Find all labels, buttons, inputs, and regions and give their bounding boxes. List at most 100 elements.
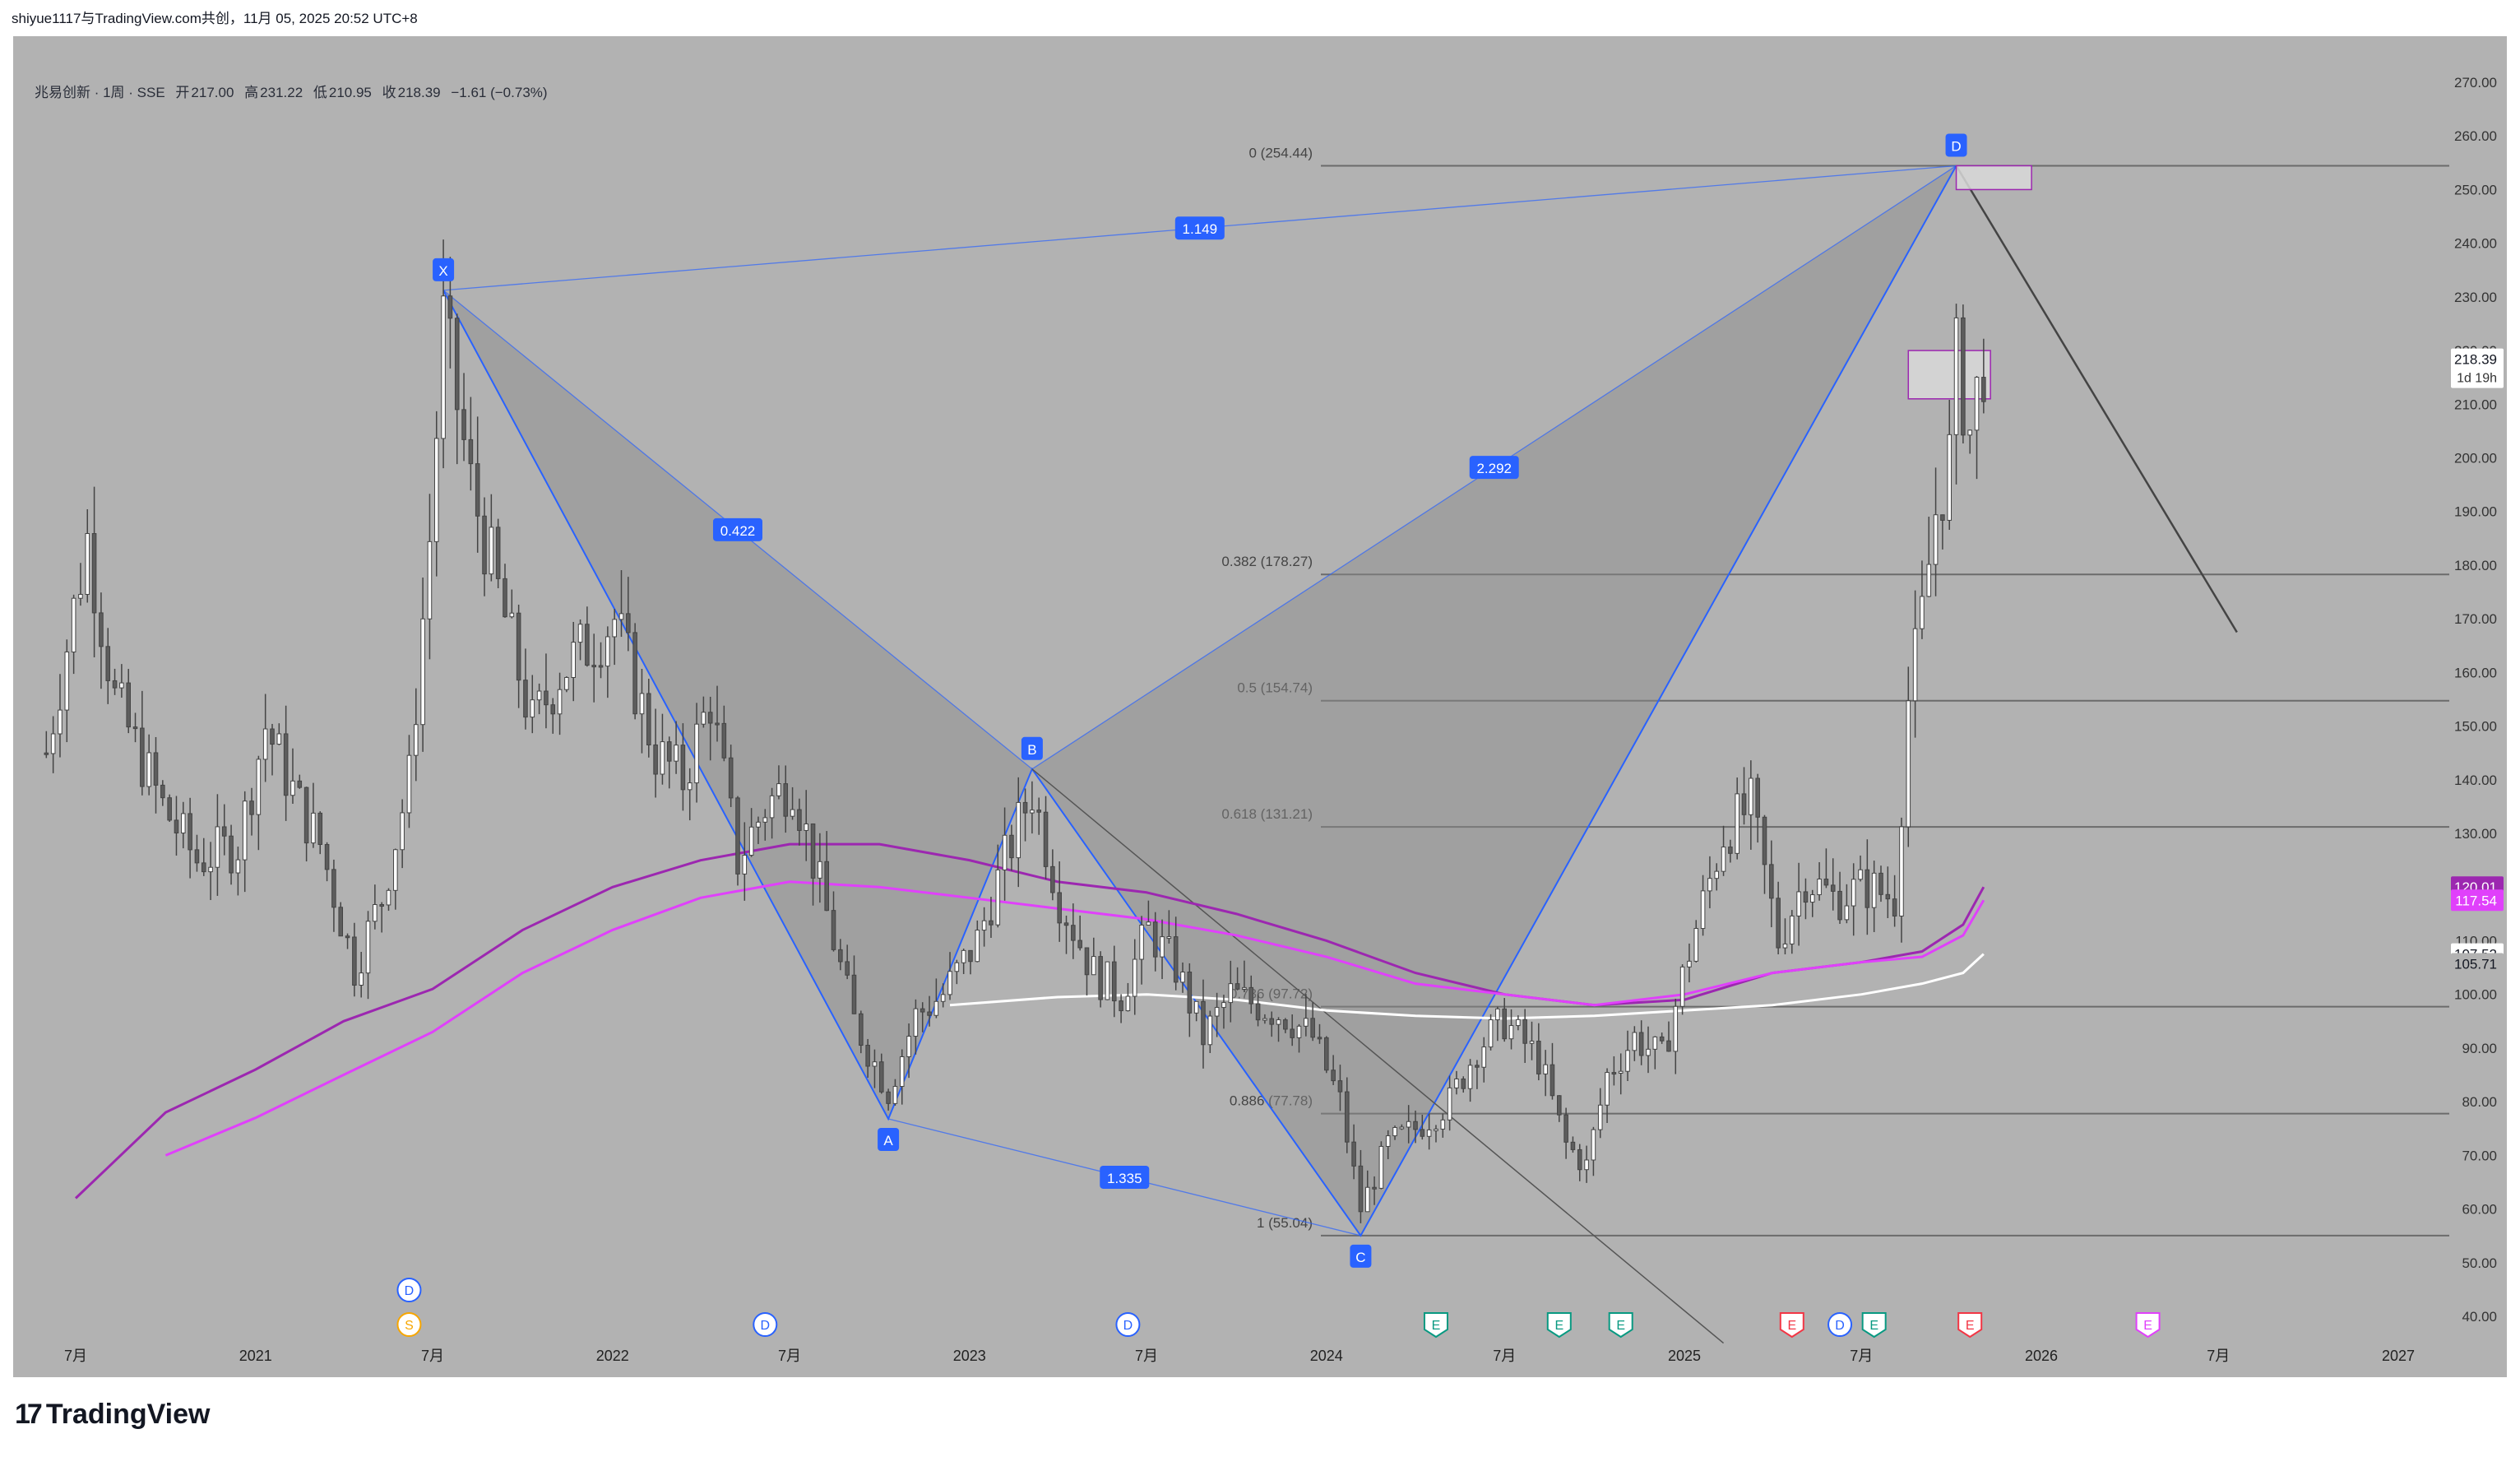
pattern-point-b[interactable]: B bbox=[1021, 736, 1043, 760]
pattern-ratio-xd[interactable]: 1.149 bbox=[1174, 216, 1225, 240]
candle-body bbox=[270, 728, 275, 745]
time-axis-background bbox=[13, 1361, 2507, 1377]
trend-line[interactable] bbox=[1031, 768, 1725, 1344]
candle-body bbox=[1906, 700, 1911, 828]
candle-body bbox=[913, 1008, 919, 1037]
candle-body bbox=[1146, 921, 1151, 926]
price-axis-label[interactable]: 117.54 bbox=[2451, 889, 2504, 912]
candle-body bbox=[276, 733, 282, 745]
low-label: 低 bbox=[313, 85, 327, 100]
event-marker-dividend[interactable]: D bbox=[1827, 1312, 1853, 1337]
candle-body bbox=[482, 515, 487, 575]
candle-body bbox=[1529, 1041, 1535, 1044]
candle-body bbox=[140, 727, 145, 787]
event-marker-split[interactable]: S bbox=[396, 1312, 422, 1337]
event-marker-earnings_pos[interactable]: E bbox=[1423, 1312, 1448, 1339]
open-value: 217.00 bbox=[191, 85, 234, 100]
event-marker-label: D bbox=[1835, 1319, 1845, 1333]
event-marker-earnings_neg[interactable]: E bbox=[1957, 1312, 1983, 1339]
event-marker-dividend[interactable]: D bbox=[753, 1312, 778, 1337]
event-marker-label: D bbox=[1123, 1319, 1133, 1333]
price-chart[interactable]: 0 (254.44) 0.382 (178.27) 0.5 (154.74) 0.61… bbox=[13, 36, 2507, 1377]
candle-body bbox=[1940, 514, 1945, 521]
candle-body bbox=[1290, 1028, 1295, 1038]
pattern-point-a[interactable]: A bbox=[878, 1128, 900, 1151]
candle-body bbox=[776, 783, 781, 796]
price-axis-label-bg bbox=[2451, 348, 2504, 388]
event-marker-earnings_neg[interactable]: E bbox=[1779, 1312, 1804, 1339]
pattern-ratio-xb[interactable]: 0.422 bbox=[712, 517, 762, 541]
candle-body bbox=[989, 920, 994, 926]
fib-level-label: 0.618 (131.21) bbox=[1221, 806, 1313, 822]
candle-body bbox=[1837, 890, 1842, 921]
candle-body bbox=[406, 754, 412, 814]
pattern-ratio-ac[interactable]: 1.335 bbox=[1100, 1165, 1150, 1189]
candle-body bbox=[1351, 1141, 1356, 1167]
high-value: 231.22 bbox=[260, 85, 303, 100]
candle-body bbox=[1495, 1008, 1500, 1021]
candle-body bbox=[536, 690, 542, 701]
candle-body bbox=[174, 819, 179, 834]
tradingview-logo[interactable]: 17 TradingView bbox=[15, 1399, 210, 1431]
candle-body bbox=[748, 826, 754, 856]
moving-average-line[interactable] bbox=[164, 880, 1985, 1157]
price-axis-tick: 170.00 bbox=[2454, 611, 2497, 627]
pattern-point-x[interactable]: X bbox=[433, 258, 455, 281]
chart-area[interactable]: 0 (254.44) 0.382 (178.27) 0.5 (154.74) 0.61… bbox=[13, 36, 2507, 1377]
candle-body bbox=[1283, 1019, 1288, 1030]
moving-average-line[interactable] bbox=[949, 953, 1985, 1020]
candle-body bbox=[1180, 972, 1185, 983]
candle-body bbox=[1276, 1019, 1281, 1025]
fib-level-label: 0.886 (77.78) bbox=[1230, 1093, 1313, 1109]
candle-body bbox=[1755, 777, 1760, 818]
candle-body bbox=[612, 619, 617, 638]
event-marker-earnings_future[interactable]: E bbox=[2135, 1312, 2161, 1339]
candle-body bbox=[427, 541, 433, 619]
candle-body bbox=[639, 693, 645, 715]
price-axis-label-value: 218.39 bbox=[2454, 352, 2497, 368]
candle-body bbox=[1413, 1121, 1418, 1130]
price-axis-tick: 140.00 bbox=[2454, 773, 2497, 788]
candle-body bbox=[818, 861, 822, 879]
candle-body bbox=[249, 800, 254, 815]
candle-body bbox=[797, 809, 802, 831]
event-marker-shape bbox=[753, 1312, 778, 1337]
candle-body bbox=[146, 752, 151, 787]
candle-body bbox=[687, 782, 693, 791]
close-label: 收 bbox=[382, 85, 396, 100]
projection-line[interactable] bbox=[1955, 165, 2238, 633]
pattern-ratio-label: 2.292 bbox=[1476, 461, 1512, 476]
event-marker-earnings_pos[interactable]: E bbox=[1546, 1312, 1572, 1339]
candle-body bbox=[1823, 878, 1829, 886]
price-axis-label[interactable]: 218.39 1d 19h bbox=[2451, 348, 2504, 388]
price-axis-label[interactable]: 105.71 bbox=[2451, 953, 2504, 975]
symbol-name[interactable]: 兆易创新 · 1周 · SSE bbox=[35, 85, 165, 100]
candle-body bbox=[1981, 377, 1986, 402]
price-zone-box[interactable] bbox=[1955, 165, 2032, 191]
candle-body bbox=[194, 849, 200, 864]
pattern-point-c[interactable]: C bbox=[1350, 1244, 1372, 1268]
candle-body bbox=[352, 936, 357, 986]
candle-body bbox=[824, 861, 829, 912]
candle-body bbox=[1454, 1078, 1459, 1088]
candle-body bbox=[1139, 924, 1144, 960]
candle-body bbox=[373, 904, 378, 922]
candle-body bbox=[571, 642, 577, 678]
moving-average-line[interactable] bbox=[74, 842, 1985, 1199]
symbol-legend: 兆易创新 · 1周 · SSE 开 217.00 高 231.22 低 210.95 … bbox=[35, 81, 554, 101]
candle-body bbox=[564, 676, 569, 690]
fib-level-label: 0 (254.44) bbox=[1249, 145, 1313, 160]
candle-body bbox=[317, 812, 323, 845]
pattern-point-d[interactable]: D bbox=[1945, 133, 1967, 157]
time-axis-tick: 2025 bbox=[1668, 1348, 1701, 1364]
event-marker-dividend[interactable]: D bbox=[396, 1278, 422, 1302]
event-marker-earnings_pos[interactable]: E bbox=[1608, 1312, 1633, 1339]
candle-body bbox=[1522, 1019, 1527, 1044]
candle-body bbox=[1632, 1032, 1638, 1051]
event-marker-shape bbox=[1546, 1312, 1572, 1339]
pattern-ratio-bd[interactable]: 2.292 bbox=[1469, 456, 1519, 480]
event-marker-dividend[interactable]: D bbox=[1115, 1312, 1141, 1337]
event-marker-earnings_pos[interactable]: E bbox=[1861, 1312, 1887, 1339]
candle-body bbox=[71, 597, 76, 652]
candle-body bbox=[605, 636, 610, 667]
